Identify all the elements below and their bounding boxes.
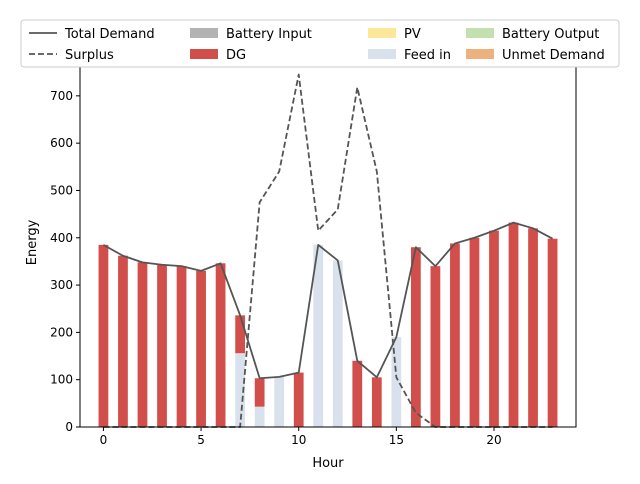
bar-dg-16 (410, 247, 421, 427)
bar-dg-8 (254, 378, 265, 407)
bar-feed-in-7 (235, 353, 246, 427)
x-tick-label: 10 (291, 433, 306, 447)
bar-dg-13 (352, 360, 363, 427)
y-tick-label: 0 (65, 420, 73, 434)
legend-item-feed-in: Feed in (368, 48, 451, 63)
legend-label: Feed in (404, 48, 451, 63)
y-tick-label: 300 (50, 278, 73, 292)
bar-dg-0 (98, 244, 109, 427)
bar-dg-1 (118, 255, 128, 427)
y-axis-label: Energy (25, 219, 40, 265)
bar-dg-7 (235, 315, 246, 354)
bar-feed-in-9 (274, 376, 285, 427)
bar-dg-22 (528, 228, 538, 427)
legend-swatch (466, 49, 494, 59)
legend-item-battery-output: Battery Output (466, 27, 599, 42)
legend-item-total-demand: Total Demand (29, 27, 155, 42)
legend-swatch (190, 28, 218, 38)
legend-swatch (368, 49, 396, 59)
y-tick-label: 700 (50, 89, 73, 103)
legend: Total Demand Surplus Battery Input DG PV Feed… (20, 19, 620, 68)
bar-dg-19 (469, 237, 480, 427)
legend-item-battery-input: Battery Input (190, 27, 312, 42)
bar-dg-10 (293, 372, 304, 427)
bar-feed-in-11 (313, 244, 324, 427)
legend-swatch (466, 28, 494, 38)
legend-item-pv: PV (368, 27, 421, 42)
x-axis-label: Hour (312, 456, 344, 471)
legend-label: DG (226, 48, 246, 63)
bar-dg-2 (137, 262, 148, 427)
legend-item-surplus: Surplus (29, 48, 114, 63)
y-tick-label: 500 (50, 183, 73, 197)
legend-swatch (190, 49, 218, 59)
legend-label: Battery Output (502, 27, 599, 42)
bar-feed-in-8 (254, 406, 265, 427)
x-axis-ticks: 0 5 10 15 20 (100, 427, 502, 447)
legend-swatch (368, 28, 396, 38)
legend-label: Unmet Demand (502, 48, 605, 63)
x-tick-label: 15 (389, 433, 404, 447)
bar-dg-18 (450, 243, 460, 427)
bar-dg-21 (508, 222, 519, 427)
bar-dg-23 (547, 238, 558, 427)
y-tick-label: 200 (50, 325, 73, 339)
bar-dg-6 (215, 263, 226, 427)
y-tick-label: 100 (50, 373, 73, 387)
y-tick-label: 400 (50, 231, 73, 245)
x-tick-label: 0 (100, 433, 108, 447)
bars-layer (98, 222, 558, 427)
bar-dg-5 (196, 270, 206, 427)
legend-label: Battery Input (226, 27, 312, 42)
legend-item-dg: DG (190, 48, 246, 63)
bar-feed-in-12 (332, 260, 343, 427)
x-tick-label: 20 (486, 433, 501, 447)
legend-label: PV (404, 27, 421, 42)
bar-dg-14 (371, 377, 382, 427)
line-total-demand (102, 221, 553, 380)
bar-dg-3 (157, 264, 167, 427)
y-tick-label: 600 (50, 136, 73, 150)
y-axis-ticks: 0 100 200 300 400 500 600 700 (50, 89, 80, 434)
bar-dg-17 (430, 266, 441, 427)
legend-label: Total Demand (64, 27, 155, 42)
legend-label: Surplus (65, 48, 114, 63)
legend-item-unmet-demand: Unmet Demand (466, 48, 605, 63)
bar-dg-20 (489, 230, 499, 427)
x-tick-label: 5 (197, 433, 205, 447)
bar-dg-4 (176, 266, 187, 427)
bar-feed-in-15 (391, 337, 402, 427)
